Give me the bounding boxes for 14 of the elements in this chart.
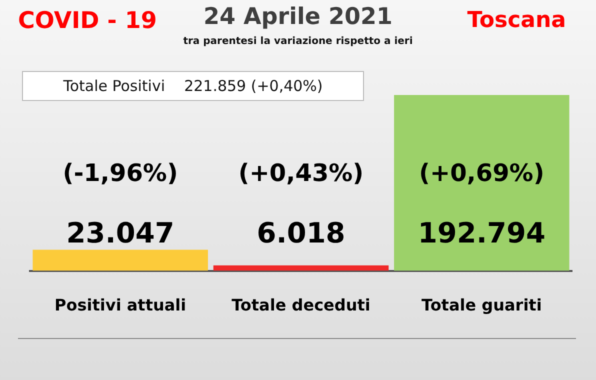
x-tick-label: Totale guariti [422,296,542,315]
chart-subtitle: tra parentesi la variazione rispetto a ieri [182,36,414,47]
x-tick-label: Positivi attuali [54,296,186,315]
chart-title: 24 Aprile 2021 [203,4,392,30]
data-label: 192.794 [418,216,546,250]
annotation: (+0,43%) [238,159,364,188]
data-label: 23.047 [66,216,174,250]
data-label: 6.018 [256,216,346,250]
x-tick-label: Totale deceduti [232,296,370,315]
text-box: Totale Positivi 221.859 (+0,40%) [22,71,364,101]
text: COVID - 19 [18,8,157,34]
annotation: (+0,69%) [419,159,544,188]
annotation: (-1,96%) [62,159,178,188]
text: Toscana [467,8,566,33]
